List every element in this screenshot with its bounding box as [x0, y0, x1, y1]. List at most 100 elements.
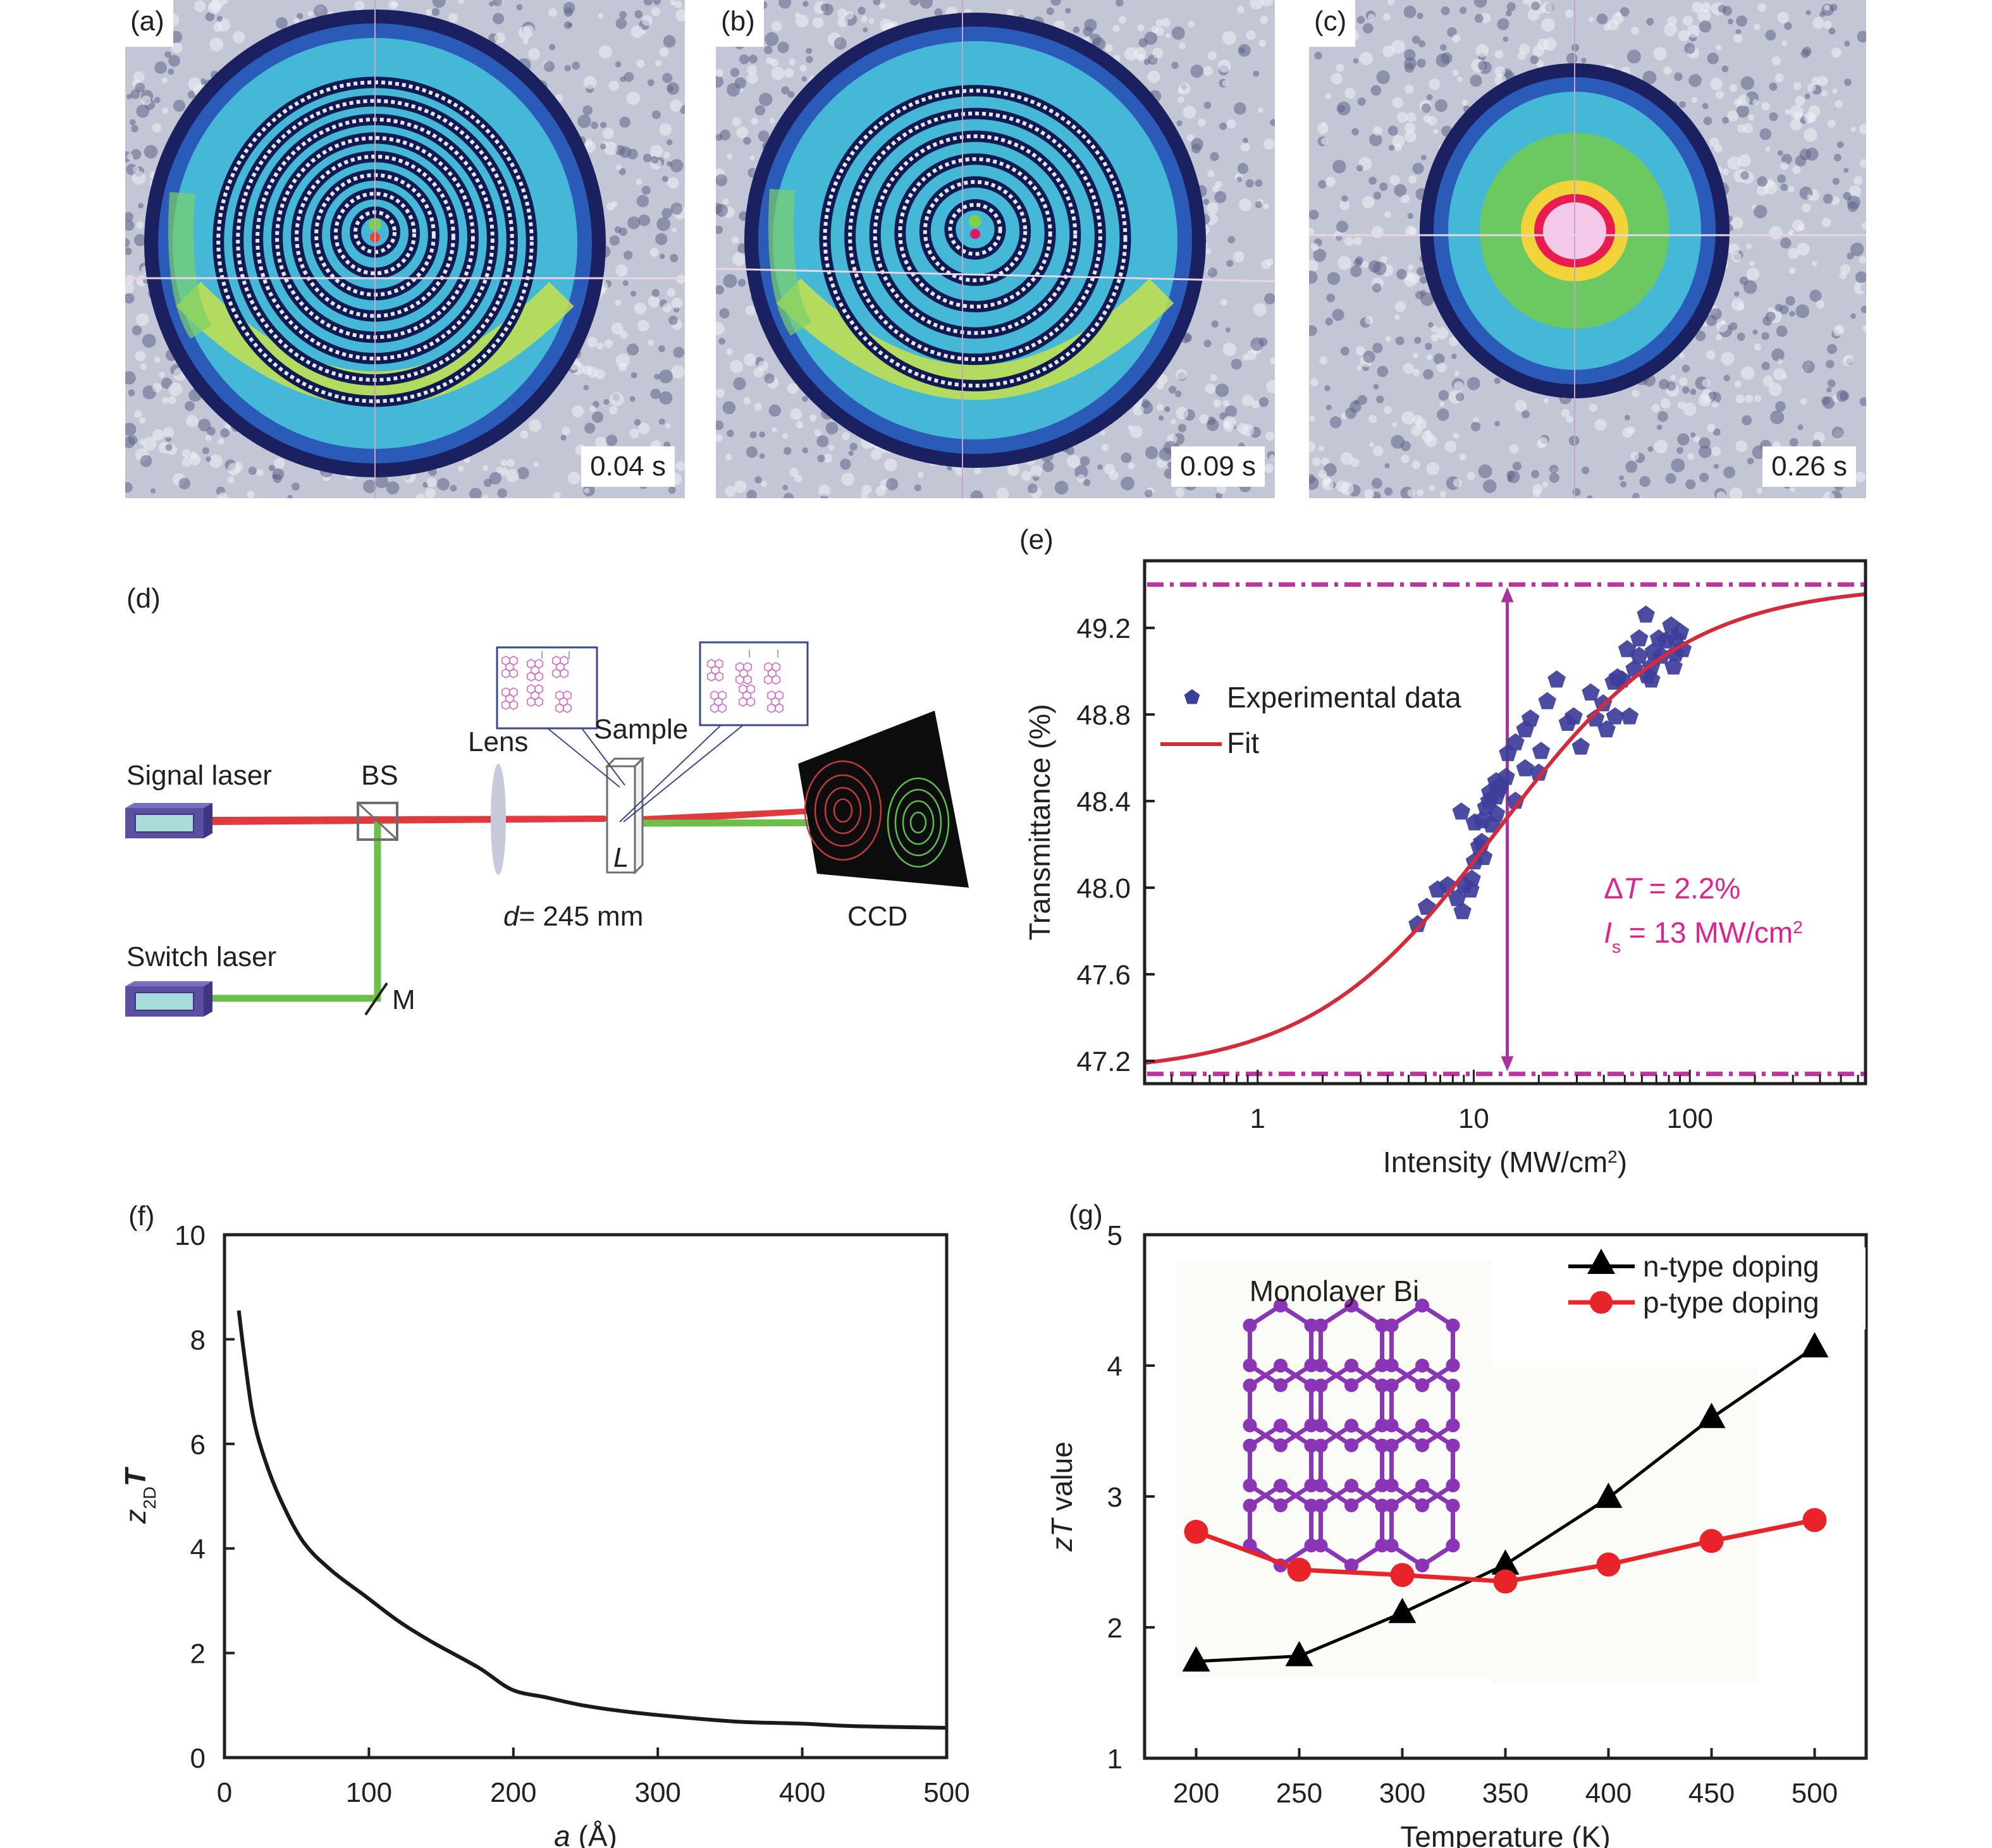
speckle: [1439, 491, 1446, 498]
speckle: [723, 274, 737, 288]
speckle: [1821, 217, 1831, 228]
setup-diagram: [125, 641, 969, 1017]
speckle: [1735, 395, 1745, 404]
speckle: [205, 12, 215, 21]
speckle: [787, 382, 799, 395]
bi-atom: [1446, 1358, 1460, 1373]
speckle: [1438, 390, 1449, 401]
inset-background: [1176, 1260, 1492, 1677]
bi-atom: [1274, 1359, 1288, 1373]
speckle: [606, 434, 618, 446]
speckle: [1831, 47, 1841, 58]
legend-marker-n: [1587, 1249, 1615, 1274]
center-spot: [969, 215, 981, 228]
speckle: [643, 0, 653, 6]
speckle: [1831, 196, 1840, 205]
speckle: [609, 235, 620, 246]
speckle: [450, 484, 457, 492]
speckle: [1721, 65, 1729, 73]
speckle: [1353, 236, 1362, 246]
speckle: [1659, 379, 1669, 389]
speckle: [1208, 51, 1217, 61]
speckle: [1341, 195, 1348, 202]
speckle: [1736, 104, 1749, 118]
speckle: [1627, 426, 1635, 434]
bright-ring: [848, 111, 1102, 362]
data-point: [1620, 707, 1639, 725]
speckle: [845, 11, 854, 20]
speckle: [1387, 0, 1395, 6]
x-tick-label: 0: [217, 1777, 232, 1808]
speckle: [1788, 186, 1795, 193]
speckle: [1748, 114, 1755, 121]
panel-label-f: (f): [128, 1201, 155, 1232]
speckle: [134, 234, 147, 247]
speckle: [716, 75, 724, 88]
speckle: [1769, 112, 1778, 121]
speckle: [1340, 346, 1350, 356]
bi-atom: [1446, 1418, 1460, 1433]
speckle: [636, 59, 645, 68]
speckle: [655, 233, 668, 245]
speckle: [1805, 147, 1819, 161]
ccd-label: CCD: [847, 901, 908, 932]
speckle: [1332, 159, 1346, 174]
speckle: [743, 137, 751, 145]
data-point: [1637, 605, 1655, 623]
speckle: [1549, 465, 1559, 474]
speckle: [1505, 10, 1512, 16]
speckle: [1713, 463, 1719, 469]
speckle: [1414, 336, 1422, 344]
speckle: [1745, 395, 1754, 403]
speckle: [627, 343, 639, 356]
speckle: [1394, 314, 1400, 321]
speckle: [1404, 63, 1415, 73]
speckle: [125, 219, 135, 231]
speckle: [1325, 93, 1332, 99]
speckle: [1706, 350, 1716, 360]
speckle: [747, 64, 757, 75]
speckle: [1766, 311, 1776, 322]
speckle: [1657, 411, 1668, 422]
speckle: [1854, 281, 1866, 295]
speckle: [1797, 242, 1810, 255]
speckle: [1158, 415, 1164, 421]
speckle: [1339, 200, 1350, 211]
bi-atom: [1313, 1438, 1328, 1453]
speckle: [1210, 374, 1217, 382]
switch-laser-icon: [125, 981, 212, 1017]
speckle: [483, 494, 489, 498]
speckle: [1176, 120, 1183, 126]
annotation-saturation-intensity: Is = 13 MW/cm2: [1604, 916, 1803, 957]
speckle: [457, 465, 464, 472]
speckle: [1855, 271, 1866, 283]
speckle: [636, 178, 642, 185]
speckle: [314, 4, 328, 18]
speckle: [1807, 83, 1816, 92]
speckle: [1474, 14, 1484, 23]
speckle: [637, 319, 649, 332]
speckle: [1494, 50, 1504, 59]
speckle: [758, 130, 770, 142]
speckle: [1506, 2, 1516, 11]
speckle: [1227, 236, 1236, 244]
bi-atom: [1415, 1419, 1429, 1433]
speckle: [1823, 193, 1833, 204]
speckle: [1260, 15, 1269, 24]
speckle: [1800, 398, 1807, 405]
speckle: [1312, 457, 1321, 466]
speckle: [1188, 21, 1195, 28]
speckle: [1836, 141, 1844, 149]
speckle: [139, 417, 146, 424]
speckle: [772, 427, 777, 433]
speckle: [1245, 179, 1254, 188]
speckle: [1373, 446, 1384, 456]
speckle: [1124, 47, 1138, 61]
speckle: [1266, 380, 1275, 393]
speckle: [1353, 58, 1359, 64]
speckle: [1768, 382, 1782, 396]
speckle: [1324, 385, 1331, 391]
bi-atom: [1415, 1479, 1429, 1493]
speckle: [1781, 40, 1788, 47]
speckle: [1326, 293, 1335, 303]
